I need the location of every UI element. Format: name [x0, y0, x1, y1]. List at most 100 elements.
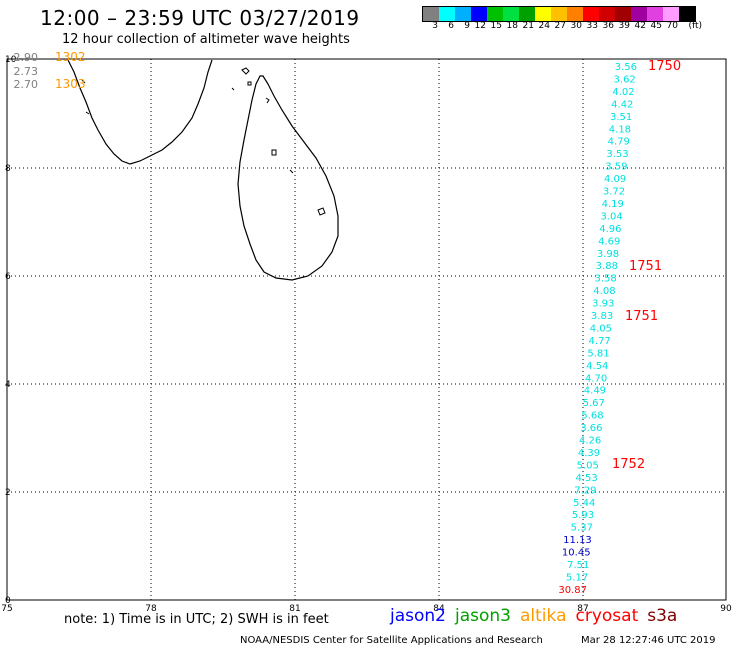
- note-text: note: 1) Time is in UTC; 2) SWH is in fe…: [64, 612, 329, 627]
- track-value: 3.51: [610, 112, 632, 123]
- track-value: 5.67: [583, 398, 605, 409]
- track-value: 5.17: [566, 572, 588, 583]
- right-track-values: 3.563.62 4.024.42 3.514.18 4.793.53 3.594.09…: [558, 62, 637, 596]
- legend-swatch: [423, 7, 439, 21]
- legend-swatch: [439, 7, 455, 21]
- legend-swatch: [631, 7, 647, 21]
- track-value: 5.37: [571, 523, 593, 534]
- track-value: 3.93: [592, 299, 614, 310]
- legend-label: 15: [490, 21, 502, 31]
- track-time-label: 1752: [612, 457, 645, 472]
- legend-swatch: [583, 7, 599, 21]
- track-value: 4.79: [608, 137, 630, 148]
- page-title: 12:00 – 23:59 UTC 03/27/2019: [40, 6, 360, 30]
- track-time-labels: 1750 1751 1751 1752: [612, 59, 681, 472]
- legend-label: 36: [602, 21, 614, 31]
- legend-label: 70: [666, 21, 678, 31]
- legend-label: 27: [554, 21, 566, 31]
- legend-label: 12: [474, 21, 486, 31]
- satellite-jason3: jason3: [455, 606, 511, 626]
- track-value: 4.19: [602, 199, 624, 210]
- y-tick-label: 6: [5, 272, 11, 282]
- legend-swatch: [487, 7, 503, 21]
- track-value: 4.02: [612, 87, 634, 98]
- track-value: 7.51: [567, 560, 589, 571]
- x-axis-ticks: 75 78 81 84 87 90: [1, 604, 732, 614]
- track-value: 3.88: [596, 261, 618, 272]
- track-value: 3.83: [591, 311, 613, 322]
- track-value: 4.39: [578, 448, 600, 459]
- track-value: 30.87: [558, 585, 587, 596]
- legend-swatch: [647, 7, 663, 21]
- plot-frame: [6, 58, 727, 601]
- track-value: 3.53: [606, 149, 628, 160]
- track-value: 11.13: [563, 535, 592, 546]
- legend-swatch: [455, 7, 471, 21]
- left-track-value: 2.70: [14, 78, 39, 91]
- y-tick-label: 4: [5, 380, 11, 390]
- track-value: 3.72: [603, 187, 625, 198]
- legend-label: 30: [570, 21, 582, 31]
- track-value: 4.05: [590, 323, 612, 334]
- legend-label: 3: [432, 21, 438, 31]
- y-tick-label: 10: [5, 55, 17, 65]
- legend-label: 33: [586, 21, 598, 31]
- track-time-label: 1751: [625, 309, 658, 324]
- legend-label: 24: [538, 21, 550, 31]
- legend-swatch: [471, 7, 487, 21]
- legend-swatch: [535, 7, 551, 21]
- track-value: 4.26: [579, 436, 601, 447]
- footer-credit: NOAA/NESDIS Center for Satellite Applica…: [240, 635, 543, 646]
- track-value: 4.70: [585, 373, 607, 384]
- island-fragments: [81, 67, 326, 216]
- legend-swatch: [551, 7, 567, 21]
- x-tick-label: 84: [433, 604, 445, 614]
- satellite-legend: jason2 jason3 altika cryosat s3a: [390, 606, 686, 626]
- left-track-time: 1302: [55, 50, 86, 64]
- color-legend: [422, 6, 696, 22]
- legend-label: 9: [464, 21, 470, 31]
- track-value: 3.59: [605, 162, 627, 173]
- track-value: 3.04: [600, 211, 622, 222]
- track-time-label: 1750: [648, 59, 681, 74]
- track-value: 5.68: [581, 411, 603, 422]
- legend-label: 45: [650, 21, 662, 31]
- satellite-cryosat: cryosat: [575, 606, 639, 626]
- track-value: 4.08: [593, 286, 615, 297]
- track-value: 4.42: [611, 99, 633, 110]
- track-value: 10.45: [562, 548, 591, 559]
- legend-unit: (ft): [688, 21, 702, 31]
- track-value: 5.05: [577, 460, 599, 471]
- track-value: 4.69: [598, 236, 620, 247]
- legend-label: 39: [618, 21, 630, 31]
- x-tick-label: 87: [577, 604, 588, 614]
- track-value: 7.29: [574, 485, 596, 496]
- legend-label: 21: [522, 21, 534, 31]
- track-value: 3.66: [580, 423, 602, 434]
- track-value: 3.98: [597, 249, 619, 260]
- legend-swatch: [567, 7, 583, 21]
- y-axis-ticks: 0 2 4 6 8 10: [5, 55, 17, 606]
- track-value: 4.77: [589, 336, 611, 347]
- track-time-label: 1751: [629, 259, 662, 274]
- legend-swatch: [503, 7, 519, 21]
- india-coastline: [67, 59, 213, 165]
- satellite-jason2: jason2: [390, 606, 446, 626]
- track-value: 5.93: [572, 510, 594, 521]
- legend-label: 42: [634, 21, 646, 31]
- track-value: 3.56: [615, 62, 637, 73]
- left-track-time: 1303: [55, 77, 86, 91]
- track-value: 4.96: [599, 224, 621, 235]
- satellite-s3a: s3a: [647, 606, 678, 626]
- left-track-value: 2.90: [14, 51, 39, 64]
- track-value: 5.44: [573, 498, 595, 509]
- track-value: 4.54: [586, 361, 608, 372]
- y-tick-label: 8: [5, 164, 11, 174]
- left-track-value: 2.73: [14, 65, 39, 78]
- legend-label: 6: [448, 21, 454, 31]
- legend-label: 18: [506, 21, 518, 31]
- sri-lanka-coastline: [237, 75, 339, 281]
- track-value: 5.81: [587, 348, 609, 359]
- legend-swatch: [615, 7, 631, 21]
